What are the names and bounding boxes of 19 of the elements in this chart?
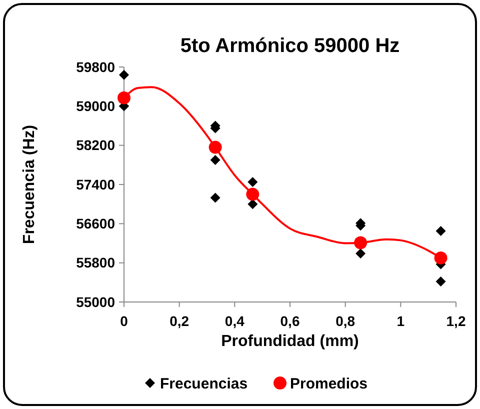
y-tick-label: 57400 xyxy=(76,176,116,192)
x-tick-label: 0,4 xyxy=(224,313,245,329)
y-tick-label: 55800 xyxy=(76,254,116,271)
x-tick-label: 1 xyxy=(396,313,405,329)
y-tick-label: 56600 xyxy=(76,216,116,232)
y-tick-label: 58200 xyxy=(76,137,116,154)
x-tick-label: 0,8 xyxy=(336,313,356,329)
y-tick-label: 59800 xyxy=(76,58,116,75)
legend-label: Frecuencias xyxy=(160,375,248,392)
x-tick-label: 0,2 xyxy=(170,313,190,329)
chart-title: 5to Armónico 59000 Hz xyxy=(180,35,400,57)
x-tick-label: 0,6 xyxy=(280,313,300,329)
y-axis-title: Frecuencia (Hz) xyxy=(21,124,38,244)
y-tick-label: 55000 xyxy=(76,294,116,310)
legend-label: Promedios xyxy=(290,375,368,392)
y-tick-label: 59000 xyxy=(76,98,116,114)
x-tick-label: 1,2 xyxy=(446,313,466,329)
x-tick-label: 0 xyxy=(120,313,128,329)
x-axis-title: Profundidad (mm) xyxy=(221,333,359,350)
